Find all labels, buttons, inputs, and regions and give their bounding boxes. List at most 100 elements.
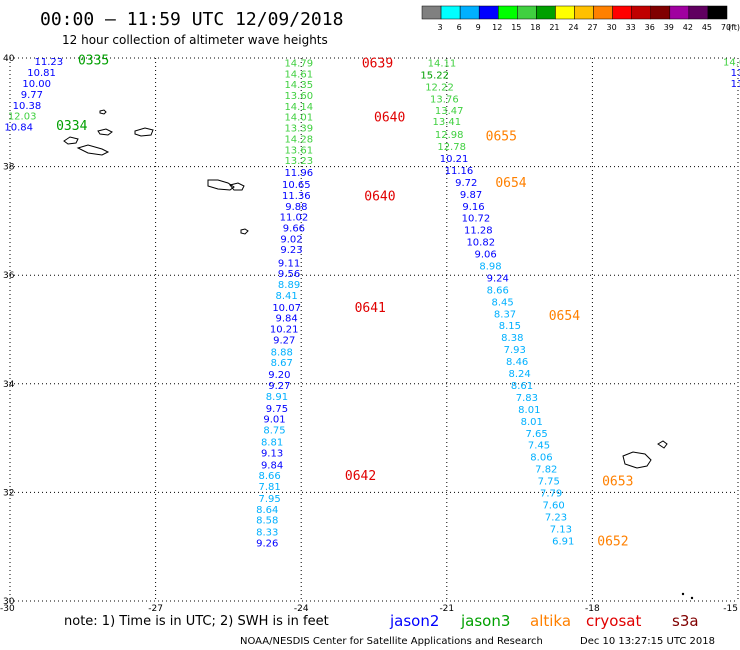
x-tick-label: -15 — [723, 604, 738, 614]
wave-height-value: 11.28 — [464, 226, 493, 237]
wave-height-value: 8.37 — [494, 309, 516, 320]
colorbar-swatch — [478, 5, 499, 20]
chart-title: 00:00 – 11:59 UTC 12/09/2018 — [40, 9, 343, 30]
pass-time-label: 0335 — [78, 54, 109, 69]
wave-height-value: 7.93 — [504, 345, 526, 356]
wave-height-value: 13.41 — [432, 117, 461, 128]
wave-height-value: 8.66 — [487, 285, 509, 296]
wave-height-value: 7.60 — [542, 500, 564, 511]
wave-height-value: 9.13 — [261, 448, 283, 459]
wave-height-value: 8.66 — [259, 471, 281, 482]
wave-height-values: 11.2310.8110.009.7710.3812.0310.8414.791… — [4, 57, 740, 550]
colorbar-swatch — [421, 5, 442, 20]
colorbar-tick-label: 36 — [645, 23, 655, 32]
wave-height-value: 14.61 — [284, 69, 313, 80]
wave-height-value: 9.56 — [278, 269, 300, 280]
x-tick-label: -24 — [294, 604, 309, 614]
wave-height-value: 11 — [731, 68, 740, 79]
wave-height-value: 10.38 — [13, 101, 42, 112]
colorbar-tick-label: 24 — [568, 23, 578, 32]
wave-height-value: 8.67 — [271, 358, 293, 369]
wave-height-value: 7.82 — [535, 465, 557, 476]
wave-height-value: 9.02 — [280, 234, 302, 245]
wave-height-value: 10.21 — [440, 154, 469, 165]
wave-height-value: 8.15 — [499, 321, 521, 332]
plot-frame — [10, 58, 738, 601]
wave-height-value: 14.79 — [284, 58, 313, 69]
wave-height-value: 9.20 — [268, 370, 290, 381]
wave-height-value: 9.24 — [487, 273, 509, 284]
wave-height-value: 9.77 — [21, 90, 43, 101]
colorbar-tick-label: 12 — [492, 23, 502, 32]
wave-height-value: 11.16 — [445, 166, 474, 177]
wave-height-value: 9.11 — [278, 258, 300, 269]
colorbar-tick-label: 6 — [457, 23, 462, 32]
y-tick-label: 36 — [3, 271, 15, 281]
colorbar-swatch — [707, 5, 728, 20]
colorbar-tick-label: 21 — [549, 23, 559, 32]
wave-height-value: 13.61 — [284, 145, 313, 156]
wave-height-value: 10.21 — [270, 325, 299, 336]
colorbar-swatch — [688, 5, 709, 20]
colorbar-tick-label: 18 — [530, 23, 540, 32]
colorbar-tick-label: 42 — [683, 23, 693, 32]
wave-height-value: 8.06 — [530, 453, 552, 464]
y-tick-label: 30 — [3, 597, 15, 607]
wave-height-value: 10.84 — [4, 123, 33, 134]
wave-height-value: 9.27 — [273, 335, 295, 346]
wave-height-value: 7.75 — [538, 477, 560, 488]
island-outline — [622, 451, 652, 469]
wave-height-value: 7.45 — [528, 441, 550, 452]
y-tick-label: 32 — [3, 488, 14, 498]
note-text: note: 1) Time is in UTC; 2) SWH is in fe… — [64, 614, 329, 629]
colorbar-tick-label: 39 — [664, 23, 674, 32]
legend-entry: cryosat — [586, 612, 641, 630]
wave-height-value: 10.07 — [272, 303, 301, 314]
pass-time-label: 0653 — [602, 475, 633, 490]
wave-height-value: 9.06 — [474, 250, 496, 261]
island-outline — [681, 592, 685, 596]
wave-height-value: 9.27 — [268, 381, 290, 392]
colorbar-swatch — [440, 5, 461, 20]
wave-height-value: 8.33 — [256, 528, 278, 539]
wave-height-value: 9.23 — [280, 245, 302, 256]
wave-height-value: 12.03 — [8, 112, 37, 123]
wave-height-value: 10.00 — [22, 79, 51, 90]
wave-height-value: 7.81 — [259, 482, 281, 493]
wave-height-value: 11 — [731, 79, 740, 90]
colorbar-tick-label: 33 — [626, 23, 636, 32]
colorbar-swatch — [517, 5, 537, 20]
wave-height-value: 11.36 — [282, 191, 311, 202]
wave-height-value: 14.28 — [284, 134, 313, 145]
pass-time-label: 0655 — [486, 130, 517, 145]
wave-height-value: 12.78 — [437, 142, 466, 153]
legend-entry: jason3 — [460, 612, 510, 630]
y-tick-label: 40 — [3, 54, 15, 64]
wave-height-value: 13.23 — [284, 156, 313, 167]
pass-time-labels: 0335 0334 0639 0640 0640 0641 0642 0655 0654 0654… — [56, 54, 633, 550]
wave-height-value: 13.39 — [284, 124, 313, 135]
colorbar-tick-label: 9 — [476, 23, 481, 32]
wave-height-value: 8.64 — [256, 505, 278, 516]
wave-height-value: 9.72 — [455, 178, 477, 189]
wave-height-value: 8.24 — [508, 369, 530, 380]
wave-height-value: 8.01 — [518, 405, 540, 416]
wave-height-value: 11.96 — [284, 168, 313, 179]
colorbar-tick-label: 15 — [511, 23, 521, 32]
pass-time-label: 0639 — [362, 56, 393, 71]
wave-height-value: 7.79 — [540, 488, 562, 499]
island-outline — [207, 179, 235, 191]
wave-height-value: 8.91 — [266, 392, 288, 403]
wave-height-value: 13.47 — [435, 106, 464, 117]
wave-height-value: 9.01 — [263, 415, 285, 426]
island-outline — [240, 228, 249, 235]
wave-height-value: 9.16 — [462, 202, 484, 213]
wave-height-value: 8.01 — [521, 417, 543, 428]
colorbar-tick-label: 45 — [702, 23, 712, 32]
legend-entry: s3a — [672, 612, 699, 630]
colorbar-swatch — [536, 5, 556, 20]
colorbar-swatch — [650, 5, 671, 20]
wave-height-value: 8.41 — [276, 291, 298, 302]
colorbar-tick-label: 70 — [721, 23, 731, 32]
y-tick-label: 38 — [3, 163, 15, 173]
